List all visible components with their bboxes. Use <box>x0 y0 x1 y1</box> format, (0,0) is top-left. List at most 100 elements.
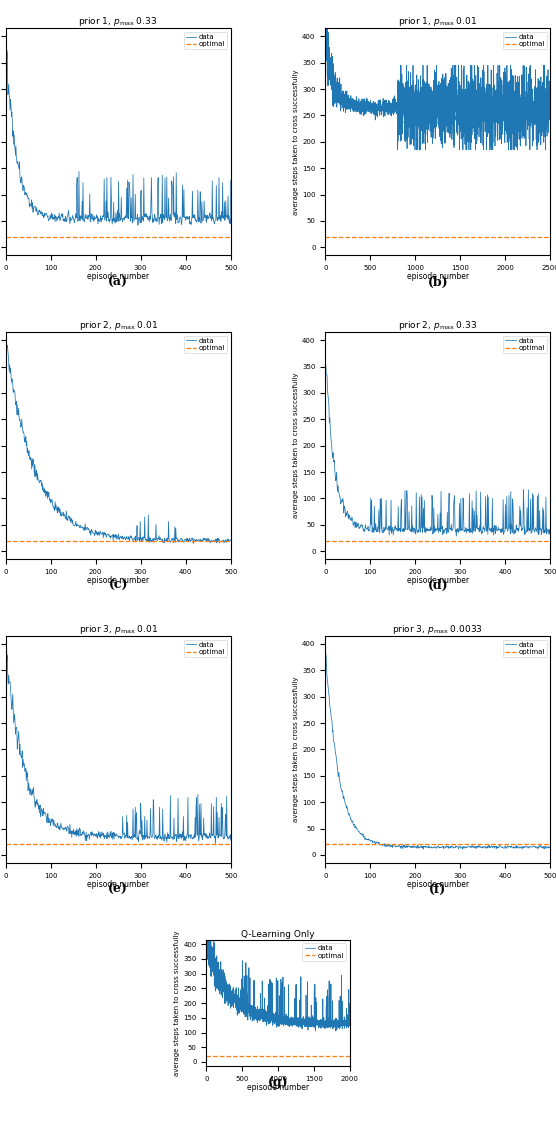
data <box>420 843 427 857</box>
optimal <box>203 1050 210 1063</box>
Title: prior 3, $p_{\mathrm{max}}$ 0.0033: prior 3, $p_{\mathrm{max}}$ 0.0033 <box>393 623 483 636</box>
data <box>273 1018 280 1031</box>
data <box>227 174 234 187</box>
data <box>187 535 193 549</box>
data <box>547 524 554 537</box>
Line: data: data <box>326 364 550 536</box>
Legend: data, optimal: data, optimal <box>302 943 346 961</box>
data <box>322 646 329 660</box>
optimal <box>2 229 9 243</box>
data <box>430 841 436 854</box>
Y-axis label: average steps taken to cross successfully: average steps taken to cross successfull… <box>293 69 299 215</box>
data <box>322 357 329 370</box>
Legend: data, optimal: data, optimal <box>183 32 227 50</box>
data <box>316 1014 322 1028</box>
optimal <box>2 534 9 548</box>
X-axis label: episode number: episode number <box>87 273 149 282</box>
X-axis label: episode number: episode number <box>87 880 149 889</box>
data <box>125 832 131 845</box>
data <box>203 932 210 945</box>
optimal <box>3 837 9 851</box>
data <box>507 527 514 541</box>
Line: data: data <box>326 653 550 850</box>
Title: prior 1, $p_{\mathrm{max}}$ 0.01: prior 1, $p_{\mathrm{max}}$ 0.01 <box>398 16 478 28</box>
optimal <box>203 1050 210 1063</box>
Line: data: data <box>6 41 231 225</box>
data <box>342 1016 349 1029</box>
data <box>269 1011 276 1025</box>
data <box>124 532 131 545</box>
Y-axis label: average steps taken to cross successfully: average steps taken to cross successfull… <box>293 677 299 822</box>
data <box>110 212 116 226</box>
data <box>187 216 194 229</box>
data <box>453 529 460 543</box>
Text: (g): (g) <box>267 1077 289 1089</box>
Legend: data, optimal: data, optimal <box>503 640 547 657</box>
data <box>394 143 401 157</box>
data <box>190 537 197 551</box>
data <box>210 959 217 972</box>
Title: prior 2, $p_{\mathrm{max}}$ 0.01: prior 2, $p_{\mathrm{max}}$ 0.01 <box>78 319 158 332</box>
data <box>515 118 522 132</box>
data <box>187 828 194 842</box>
data <box>542 840 549 853</box>
Title: Q-Learning Only: Q-Learning Only <box>241 930 315 939</box>
data <box>327 69 334 83</box>
optimal <box>322 534 329 548</box>
Line: data: data <box>325 26 550 150</box>
data <box>429 498 436 511</box>
data <box>203 942 210 955</box>
data <box>332 1025 339 1038</box>
data <box>444 840 451 853</box>
data <box>223 829 230 843</box>
data <box>137 827 143 841</box>
data <box>342 1017 349 1030</box>
data <box>346 1019 353 1033</box>
X-axis label: episode number: episode number <box>407 880 469 889</box>
Legend: data, optimal: data, optimal <box>183 336 227 353</box>
Text: (d): (d) <box>428 579 448 592</box>
Text: (f): (f) <box>429 884 446 896</box>
Y-axis label: average steps taken to cross successfully: average steps taken to cross successfull… <box>174 930 180 1076</box>
Title: prior 1, $p_{\mathrm{max}}$ 0.33: prior 1, $p_{\mathrm{max}}$ 0.33 <box>78 16 158 28</box>
optimal <box>322 229 329 243</box>
data <box>3 634 10 648</box>
data <box>222 533 229 546</box>
Title: prior 3, $p_{\mathrm{max}}$ 0.01: prior 3, $p_{\mathrm{max}}$ 0.01 <box>78 623 158 636</box>
data <box>227 834 234 847</box>
Y-axis label: average steps taken to cross successfully: average steps taken to cross successfull… <box>293 373 299 518</box>
Legend: data, optimal: data, optimal <box>503 32 547 50</box>
Line: data: data <box>206 938 350 1031</box>
data <box>322 26 329 40</box>
data <box>3 648 9 661</box>
data <box>124 174 131 187</box>
Text: (e): (e) <box>108 884 128 896</box>
X-axis label: episode number: episode number <box>407 273 469 282</box>
data <box>456 524 463 537</box>
data <box>3 327 9 341</box>
X-axis label: episode number: episode number <box>87 576 149 585</box>
data <box>322 19 329 33</box>
Line: data: data <box>6 334 231 544</box>
Text: (a): (a) <box>108 276 128 289</box>
data <box>137 216 143 229</box>
data <box>409 132 416 145</box>
data <box>222 194 229 208</box>
Text: (b): (b) <box>428 276 448 289</box>
data <box>431 840 438 853</box>
data <box>111 529 117 543</box>
Title: prior 2, $p_{\mathrm{max}}$ 0.33: prior 2, $p_{\mathrm{max}}$ 0.33 <box>398 319 478 332</box>
X-axis label: episode number: episode number <box>247 1084 309 1093</box>
data <box>444 506 451 519</box>
data <box>547 115 554 128</box>
optimal <box>3 229 9 243</box>
data <box>456 840 463 853</box>
data <box>448 120 454 134</box>
data <box>523 90 530 103</box>
data <box>3 34 9 48</box>
X-axis label: episode number: episode number <box>407 576 469 585</box>
Line: data: data <box>6 641 231 844</box>
data <box>110 826 117 840</box>
optimal <box>322 229 329 243</box>
Text: (c): (c) <box>108 579 128 592</box>
